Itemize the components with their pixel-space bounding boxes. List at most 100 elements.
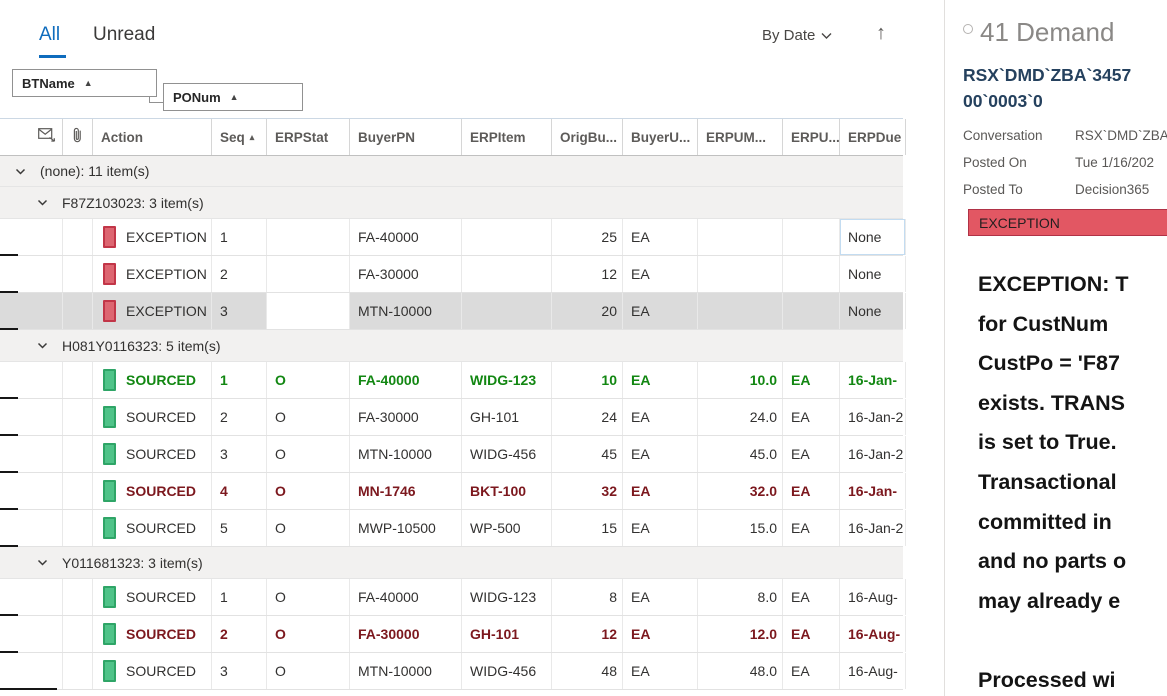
message-list-pane: All Unread By Date ↑ BTName ▲ PONum ▲ Ac… xyxy=(0,22,906,690)
column-label: BuyerPN xyxy=(358,129,416,145)
cell-value: 25 xyxy=(601,229,617,245)
cell-erpdue: 16-Aug- xyxy=(840,653,906,689)
action-label: SOURCED xyxy=(126,663,197,679)
cell-clip xyxy=(63,579,93,615)
cell-value: 4 xyxy=(220,483,228,499)
column-header-erpu[interactable]: ERPU... xyxy=(783,119,840,155)
cell-value: 3 xyxy=(220,303,228,319)
detail-subject: RSX`DMD`ZBA`3457 00`0003`0 xyxy=(963,62,1131,114)
cell-erpdue: 16-Jan- xyxy=(840,473,906,509)
detail-body-text: EXCEPTION: T for CustNum CustPo = 'F87 exis… xyxy=(978,265,1167,696)
column-header-erpdue[interactable]: ERPDue xyxy=(840,119,906,155)
cell-buyeru: EA xyxy=(623,510,698,546)
column-header-buyeru[interactable]: BuyerU... xyxy=(623,119,698,155)
column-header-mail[interactable] xyxy=(0,119,63,155)
column-header-action[interactable]: Action xyxy=(93,119,212,155)
row-tick xyxy=(0,291,18,293)
cell-value: 24 xyxy=(601,409,617,425)
cell-value: 45 xyxy=(601,446,617,462)
column-header-seq[interactable]: Seq ▴ xyxy=(212,119,267,155)
column-header-erpstat[interactable]: ERPStat xyxy=(267,119,350,155)
cell-erpitem: GH-101 xyxy=(462,399,552,435)
cell-clip xyxy=(63,436,93,472)
cell-erpu xyxy=(783,293,840,329)
cell-erpum: 8.0 xyxy=(698,579,783,615)
cell-value: 3 xyxy=(220,446,228,462)
table-row[interactable]: SOURCED 1 O FA-40000 WIDG-123 8 EA 8.0 EA 16-Aug- xyxy=(0,579,906,616)
cell-value: EA xyxy=(631,409,650,425)
cell-erpstat xyxy=(267,219,350,255)
cell-value: 12 xyxy=(601,266,617,282)
table-row[interactable]: SOURCED 2 O FA-30000 GH-101 12 EA 12.0 EA 16-Aug- xyxy=(0,616,906,653)
cell-erpdue: None xyxy=(840,256,906,292)
cell-value: 2 xyxy=(220,266,228,282)
action-label: EXCEPTION xyxy=(126,303,207,319)
table-row[interactable]: SOURCED 3 O MTN-10000 WIDG-456 48 EA 48.0 EA 16-A… xyxy=(0,653,906,690)
group-row[interactable]: Y011681323: 3 item(s) xyxy=(0,547,903,579)
cell-action: SOURCED xyxy=(93,362,212,398)
cell-value: EA xyxy=(631,266,650,282)
sort-by-dropdown[interactable]: By Date xyxy=(762,27,832,44)
table-row[interactable]: EXCEPTION 1 FA-40000 25 EA None xyxy=(0,219,906,256)
column-header-clip[interactable] xyxy=(63,119,93,155)
paperclip-icon xyxy=(72,127,83,147)
cell-value: 48 xyxy=(601,663,617,679)
table-row[interactable]: EXCEPTION 3 MTN-10000 20 EA None xyxy=(0,293,906,330)
column-header-erpum[interactable]: ERPUM... xyxy=(698,119,783,155)
cell-buyeru: EA xyxy=(623,256,698,292)
cell-value: EA xyxy=(791,446,810,462)
cell-buyeru: EA xyxy=(623,362,698,398)
action-label: EXCEPTION xyxy=(126,266,207,282)
cell-value: 12 xyxy=(601,626,617,642)
cell-origbu: 24 xyxy=(552,399,623,435)
column-label: ERPStat xyxy=(275,129,329,145)
cell-seq: 3 xyxy=(212,436,267,472)
table-row[interactable]: SOURCED 1 O FA-40000 WIDG-123 10 EA 10.0 EA 16-Ja… xyxy=(0,362,906,399)
cell-buyerpn: FA-40000 xyxy=(350,362,462,398)
table-row[interactable]: EXCEPTION 2 FA-30000 12 EA None xyxy=(0,256,906,293)
column-header-origbu[interactable]: OrigBu... xyxy=(552,119,623,155)
cell-origbu: 12 xyxy=(552,616,623,652)
table-row[interactable]: SOURCED 4 O MN-1746 BKT-100 32 EA 32.0 EA 16-Jan- xyxy=(0,473,906,510)
sort-direction-button[interactable]: ↑ xyxy=(876,22,886,44)
column-header-erpitem[interactable]: ERPItem xyxy=(462,119,552,155)
table-row[interactable]: SOURCED 5 O MWP-10500 WP-500 15 EA 15.0 EA 16-Jan… xyxy=(0,510,906,547)
groupby-chip-ponum[interactable]: PONum ▲ xyxy=(163,83,303,111)
cell-mail xyxy=(0,362,63,398)
row-tick xyxy=(0,254,18,256)
status-badge xyxy=(103,369,116,391)
cell-erpdue: 16-Jan-2 xyxy=(840,399,906,435)
items-table: Action Seq ▴ ERPStat BuyerPN ERPItem OrigBu...… xyxy=(0,118,906,690)
cell-erpitem xyxy=(462,293,552,329)
group-row[interactable]: F87Z103023: 3 item(s) xyxy=(0,187,903,219)
detail-pane: 41 Demand RSX`DMD`ZBA`3457 00`0003`0 Con… xyxy=(945,0,1167,696)
cell-value: 10.0 xyxy=(749,372,777,388)
cell-origbu: 20 xyxy=(552,293,623,329)
cell-erpu: EA xyxy=(783,653,840,689)
cell-buyerpn: FA-40000 xyxy=(350,579,462,615)
cell-value: 48.0 xyxy=(749,663,777,679)
cell-buyeru: EA xyxy=(623,616,698,652)
cell-erpstat: O xyxy=(267,510,350,546)
tab-all[interactable]: All xyxy=(39,24,66,58)
cell-value: WP-500 xyxy=(470,520,521,536)
cell-erpitem: WIDG-123 xyxy=(462,579,552,615)
cell-mail xyxy=(0,293,63,329)
group-row[interactable]: (none): 11 item(s) xyxy=(0,156,903,187)
groupby-chip-btname[interactable]: BTName ▲ xyxy=(12,69,157,97)
cell-erpu xyxy=(783,219,840,255)
cell-value: FA-30000 xyxy=(358,266,419,282)
detail-subject-line2: 00`0003`0 xyxy=(963,91,1043,111)
group-row[interactable]: H081Y0116323: 5 item(s) xyxy=(0,330,903,362)
table-row[interactable]: SOURCED 3 O MTN-10000 WIDG-456 45 EA 45.0 EA 16-J… xyxy=(0,436,906,473)
status-banner-label: EXCEPTION xyxy=(979,214,1060,231)
cell-seq: 2 xyxy=(212,399,267,435)
tab-unread[interactable]: Unread xyxy=(93,24,155,46)
column-header-buyerpn[interactable]: BuyerPN xyxy=(350,119,462,155)
cell-value: EA xyxy=(631,589,650,605)
cell-buyerpn: FA-30000 xyxy=(350,256,462,292)
status-badge xyxy=(103,480,116,502)
cell-origbu: 10 xyxy=(552,362,623,398)
groupby-connector xyxy=(149,97,150,103)
table-row[interactable]: SOURCED 2 O FA-30000 GH-101 24 EA 24.0 EA 16-Jan-… xyxy=(0,399,906,436)
